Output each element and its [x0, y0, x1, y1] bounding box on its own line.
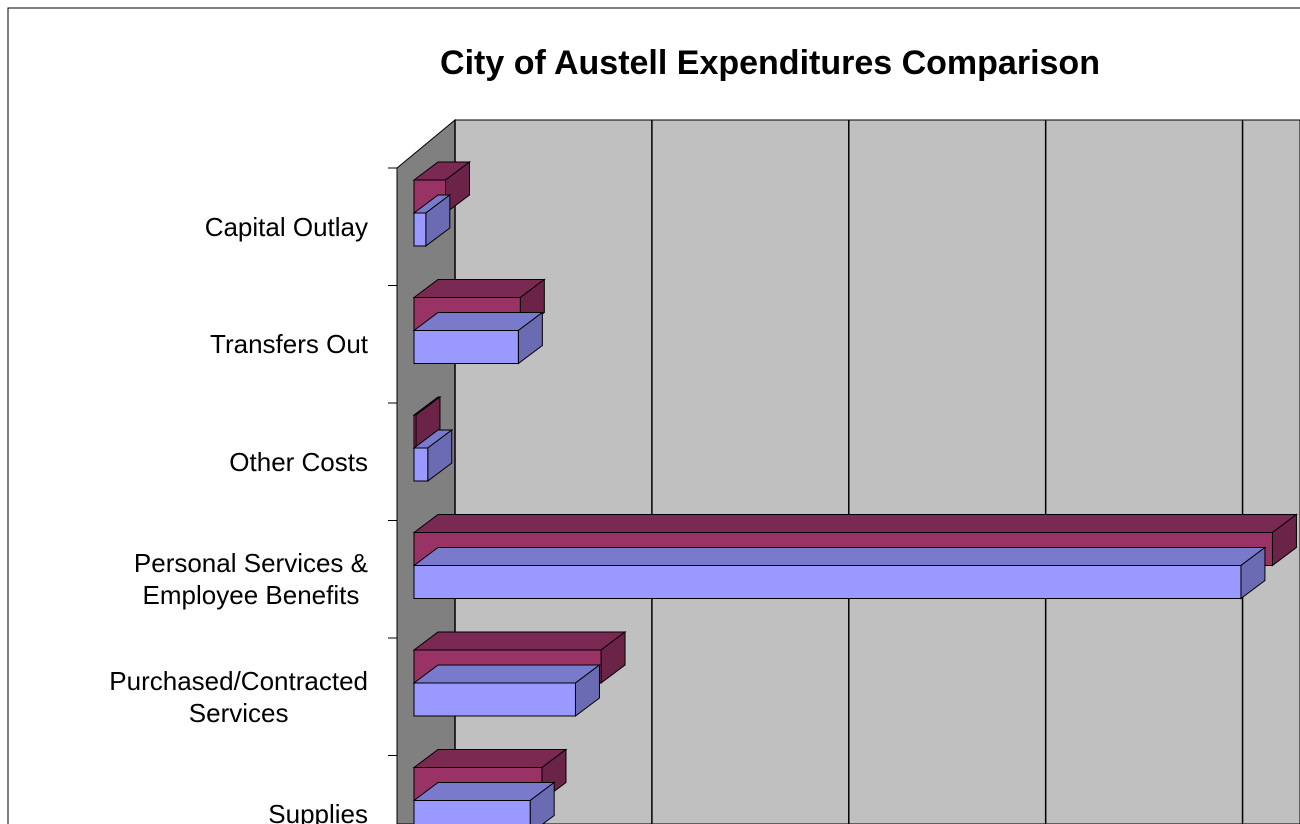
bar — [413, 565, 1242, 599]
bar-top — [412, 664, 601, 684]
y-tick-label: Personal Services & Employee Benefits — [133, 548, 368, 611]
bar — [413, 447, 429, 482]
chart-frame — [7, 7, 1300, 824]
chart-title: City of Austell Expenditures Comparison — [440, 44, 1100, 82]
back-wall — [454, 119, 1300, 824]
bar-top — [412, 547, 1267, 566]
bar — [413, 414, 417, 449]
y-tick-label: Transfers Out — [210, 329, 368, 360]
y-tick-label: Purchased/Contracted Services — [109, 665, 368, 728]
bar — [413, 682, 576, 717]
bar-top — [412, 631, 627, 651]
bar-top — [412, 514, 1298, 533]
y-tick-label: Supplies — [268, 799, 368, 824]
bar — [413, 212, 427, 247]
y-tick-label: Capital Outlay — [204, 211, 368, 242]
bar — [413, 330, 519, 364]
bar — [413, 800, 531, 824]
y-tick-label: Other Costs — [229, 446, 368, 477]
bar-top — [412, 749, 568, 768]
